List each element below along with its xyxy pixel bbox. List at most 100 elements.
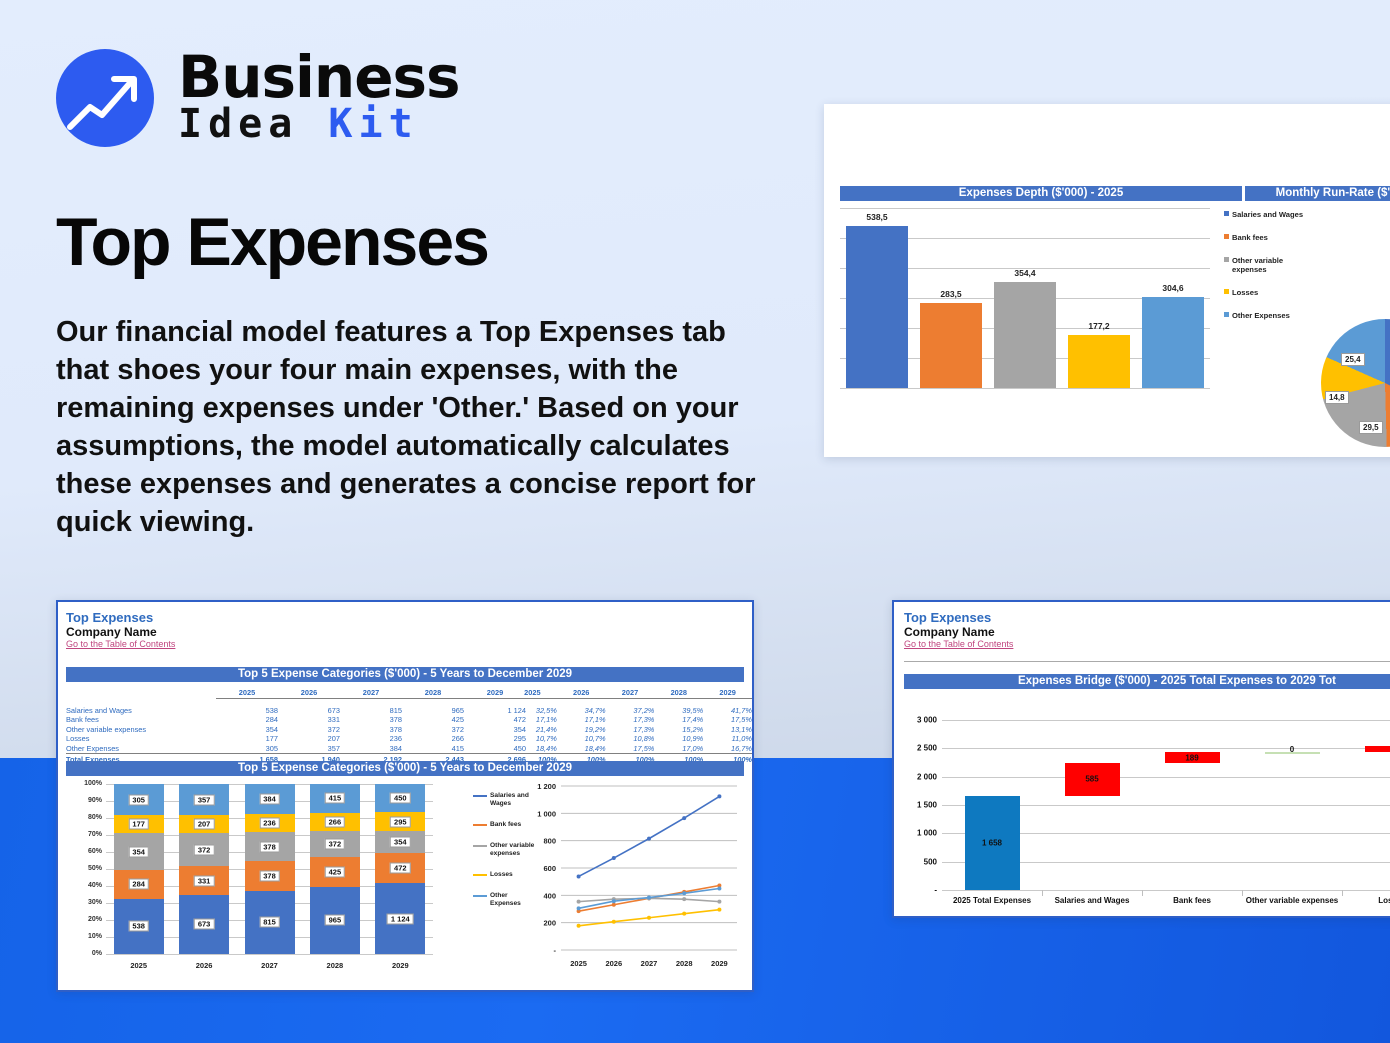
segment-value-label: 673: [193, 918, 215, 930]
segment-value-label: 378: [259, 841, 280, 853]
x-axis-tick: 2025: [130, 961, 148, 970]
sheet-company-bl: Company Name: [66, 625, 157, 639]
stack-segment: 378: [244, 832, 295, 862]
gridline: [840, 268, 1210, 269]
gridline: [840, 238, 1210, 239]
segment-value-label: 384: [259, 793, 280, 805]
legend-line-icon: [473, 795, 487, 797]
x-axis-tick: Losses: [1378, 896, 1390, 905]
brand-idea-text: Idea: [178, 101, 329, 147]
row-label: Other variable expenses: [66, 724, 147, 734]
legend-label: Losses: [1232, 288, 1259, 297]
stacked-column: 357 207 372 331 673: [179, 784, 230, 954]
gridline: [942, 776, 1390, 778]
stacked-column: 450 295 354 472 1 124: [375, 784, 426, 954]
segment-value-label: 372: [193, 844, 215, 856]
pie-value-label: 25,4: [1341, 353, 1365, 366]
svg-text:2028: 2028: [676, 959, 693, 968]
y-axis-tick: 90%: [87, 797, 102, 804]
expenses-bridge-waterfall-chart: - 500 1 000 1 500 2 000 2 500 3 000 1 658 2025 T…: [917, 716, 1390, 905]
cell: 331: [327, 715, 340, 725]
stack-segment: 673: [179, 895, 230, 954]
y-axis-tick: 1 500: [916, 800, 937, 810]
waterfall-bar-2: 189: [1164, 752, 1220, 763]
waterfall-value-label: 0: [1289, 745, 1295, 755]
sheet-company-br: Company Name: [904, 625, 995, 639]
cell: 305: [216, 743, 278, 755]
cell: 10,7%: [535, 734, 557, 744]
table-of-contents-link-br[interactable]: Go to the Table of Contents: [904, 639, 1014, 649]
cell: 378: [389, 724, 402, 734]
gridline: [840, 388, 1210, 389]
table-row: Bank fees 284 331 378 425 472: [66, 715, 526, 725]
sheet-title-br: Top Expenses: [904, 610, 992, 625]
y-axis-tick: 20%: [87, 916, 102, 923]
cell: 17,3%: [633, 724, 655, 734]
segment-value-label: 815: [259, 916, 280, 928]
legend-item: Bank fees: [1224, 233, 1316, 242]
cell: 21,4%: [535, 724, 557, 734]
top5-chart-title: Top 5 Expense Categories ($'000) - 5 Yea…: [66, 761, 744, 776]
total-cell: 2 192: [340, 753, 402, 766]
y-axis-tick: 30%: [87, 899, 102, 906]
svg-text:2027: 2027: [641, 959, 658, 968]
svg-text:200: 200: [543, 919, 556, 928]
cell: 538: [265, 705, 278, 715]
segment-value-label: 372: [324, 838, 346, 850]
axis-tick-mark: [1342, 890, 1343, 896]
bar-4: 304,6: [1142, 283, 1204, 388]
stack-segment: 384: [244, 784, 295, 814]
gridline: [942, 805, 1390, 806]
cell: 10,9%: [682, 734, 704, 744]
bar-1: 283,5: [920, 289, 982, 388]
table-row: 18,4% 18,4% 17,5% 17,0% 16,7%: [508, 743, 752, 755]
y-axis-tick: 2 000: [916, 772, 937, 782]
cell: 15,2%: [682, 724, 704, 734]
cell: 354: [265, 724, 278, 734]
cell: 1 124: [507, 705, 527, 715]
bar-value-label: 304,6: [1162, 282, 1184, 293]
stack-segment: 295: [375, 812, 426, 831]
expenses-bridge-title: Expenses Bridge ($'000) - 2025 Total Exp…: [904, 674, 1390, 689]
legend-item: Other Expenses: [473, 892, 535, 908]
table-row: Losses 177 207 236 266 295: [66, 734, 526, 744]
table-row: 21,4% 19,2% 17,3% 15,2% 13,1%: [508, 725, 752, 735]
legend-swatch-icon: [1224, 211, 1229, 216]
legend-item: Other variable expenses: [473, 842, 535, 858]
brand-name-line1: Business: [178, 43, 461, 111]
total-cell: 1 940: [278, 753, 340, 766]
total-cell: 100%: [508, 753, 557, 766]
y-axis-tick: 60%: [87, 848, 102, 855]
cell: 236: [389, 734, 402, 744]
total-cell: 100%: [556, 753, 606, 766]
stack-segment: 357: [179, 784, 230, 816]
screenshot-panel-expenses-depth: Expenses Depth ($'000) - 2025 Monthly Ru…: [824, 104, 1390, 457]
cell: 295: [513, 734, 526, 744]
x-axis-tick: 2025 Total Expenses: [952, 896, 1032, 905]
stack-segment: 372: [309, 831, 360, 858]
legend-label: Bank fees: [490, 821, 522, 828]
svg-text:400: 400: [543, 891, 556, 900]
row-label: Other Expenses: [66, 743, 119, 753]
y-axis-tick: 80%: [87, 814, 102, 821]
row-label: Losses: [66, 734, 90, 744]
bar-0: 538,5: [846, 212, 908, 388]
stack-segment: 425: [309, 857, 360, 887]
monthly-run-rate-title: Monthly Run-Rate ($'000: [1245, 186, 1390, 201]
screenshot-panel-expenses-bridge: Top Expenses Company Name Go to the Tabl…: [892, 600, 1390, 918]
bar-value-label: 283,5: [940, 288, 962, 299]
stacked-column: 384 236 378 378 815: [244, 784, 295, 954]
gridline: [942, 720, 1390, 721]
segment-value-label: 207: [193, 818, 215, 830]
x-axis-tick: Bank fees: [1173, 896, 1211, 905]
stack-segment: 372: [179, 833, 230, 866]
cell: 354: [513, 724, 526, 734]
stack-segment: 305: [113, 784, 164, 816]
cell: 207: [327, 734, 340, 744]
table-of-contents-link-bl[interactable]: Go to the Table of Contents: [66, 639, 176, 649]
stacked-column: 415 266 372 425 965: [309, 784, 360, 954]
cell: 17,1%: [535, 715, 557, 725]
legend-label: Other Expenses: [490, 892, 521, 907]
legend-label: Other variable expenses: [490, 842, 535, 857]
top5-values-table: 2025 2026 2027 2028 2029 Salaries and Wages 53…: [66, 688, 527, 766]
